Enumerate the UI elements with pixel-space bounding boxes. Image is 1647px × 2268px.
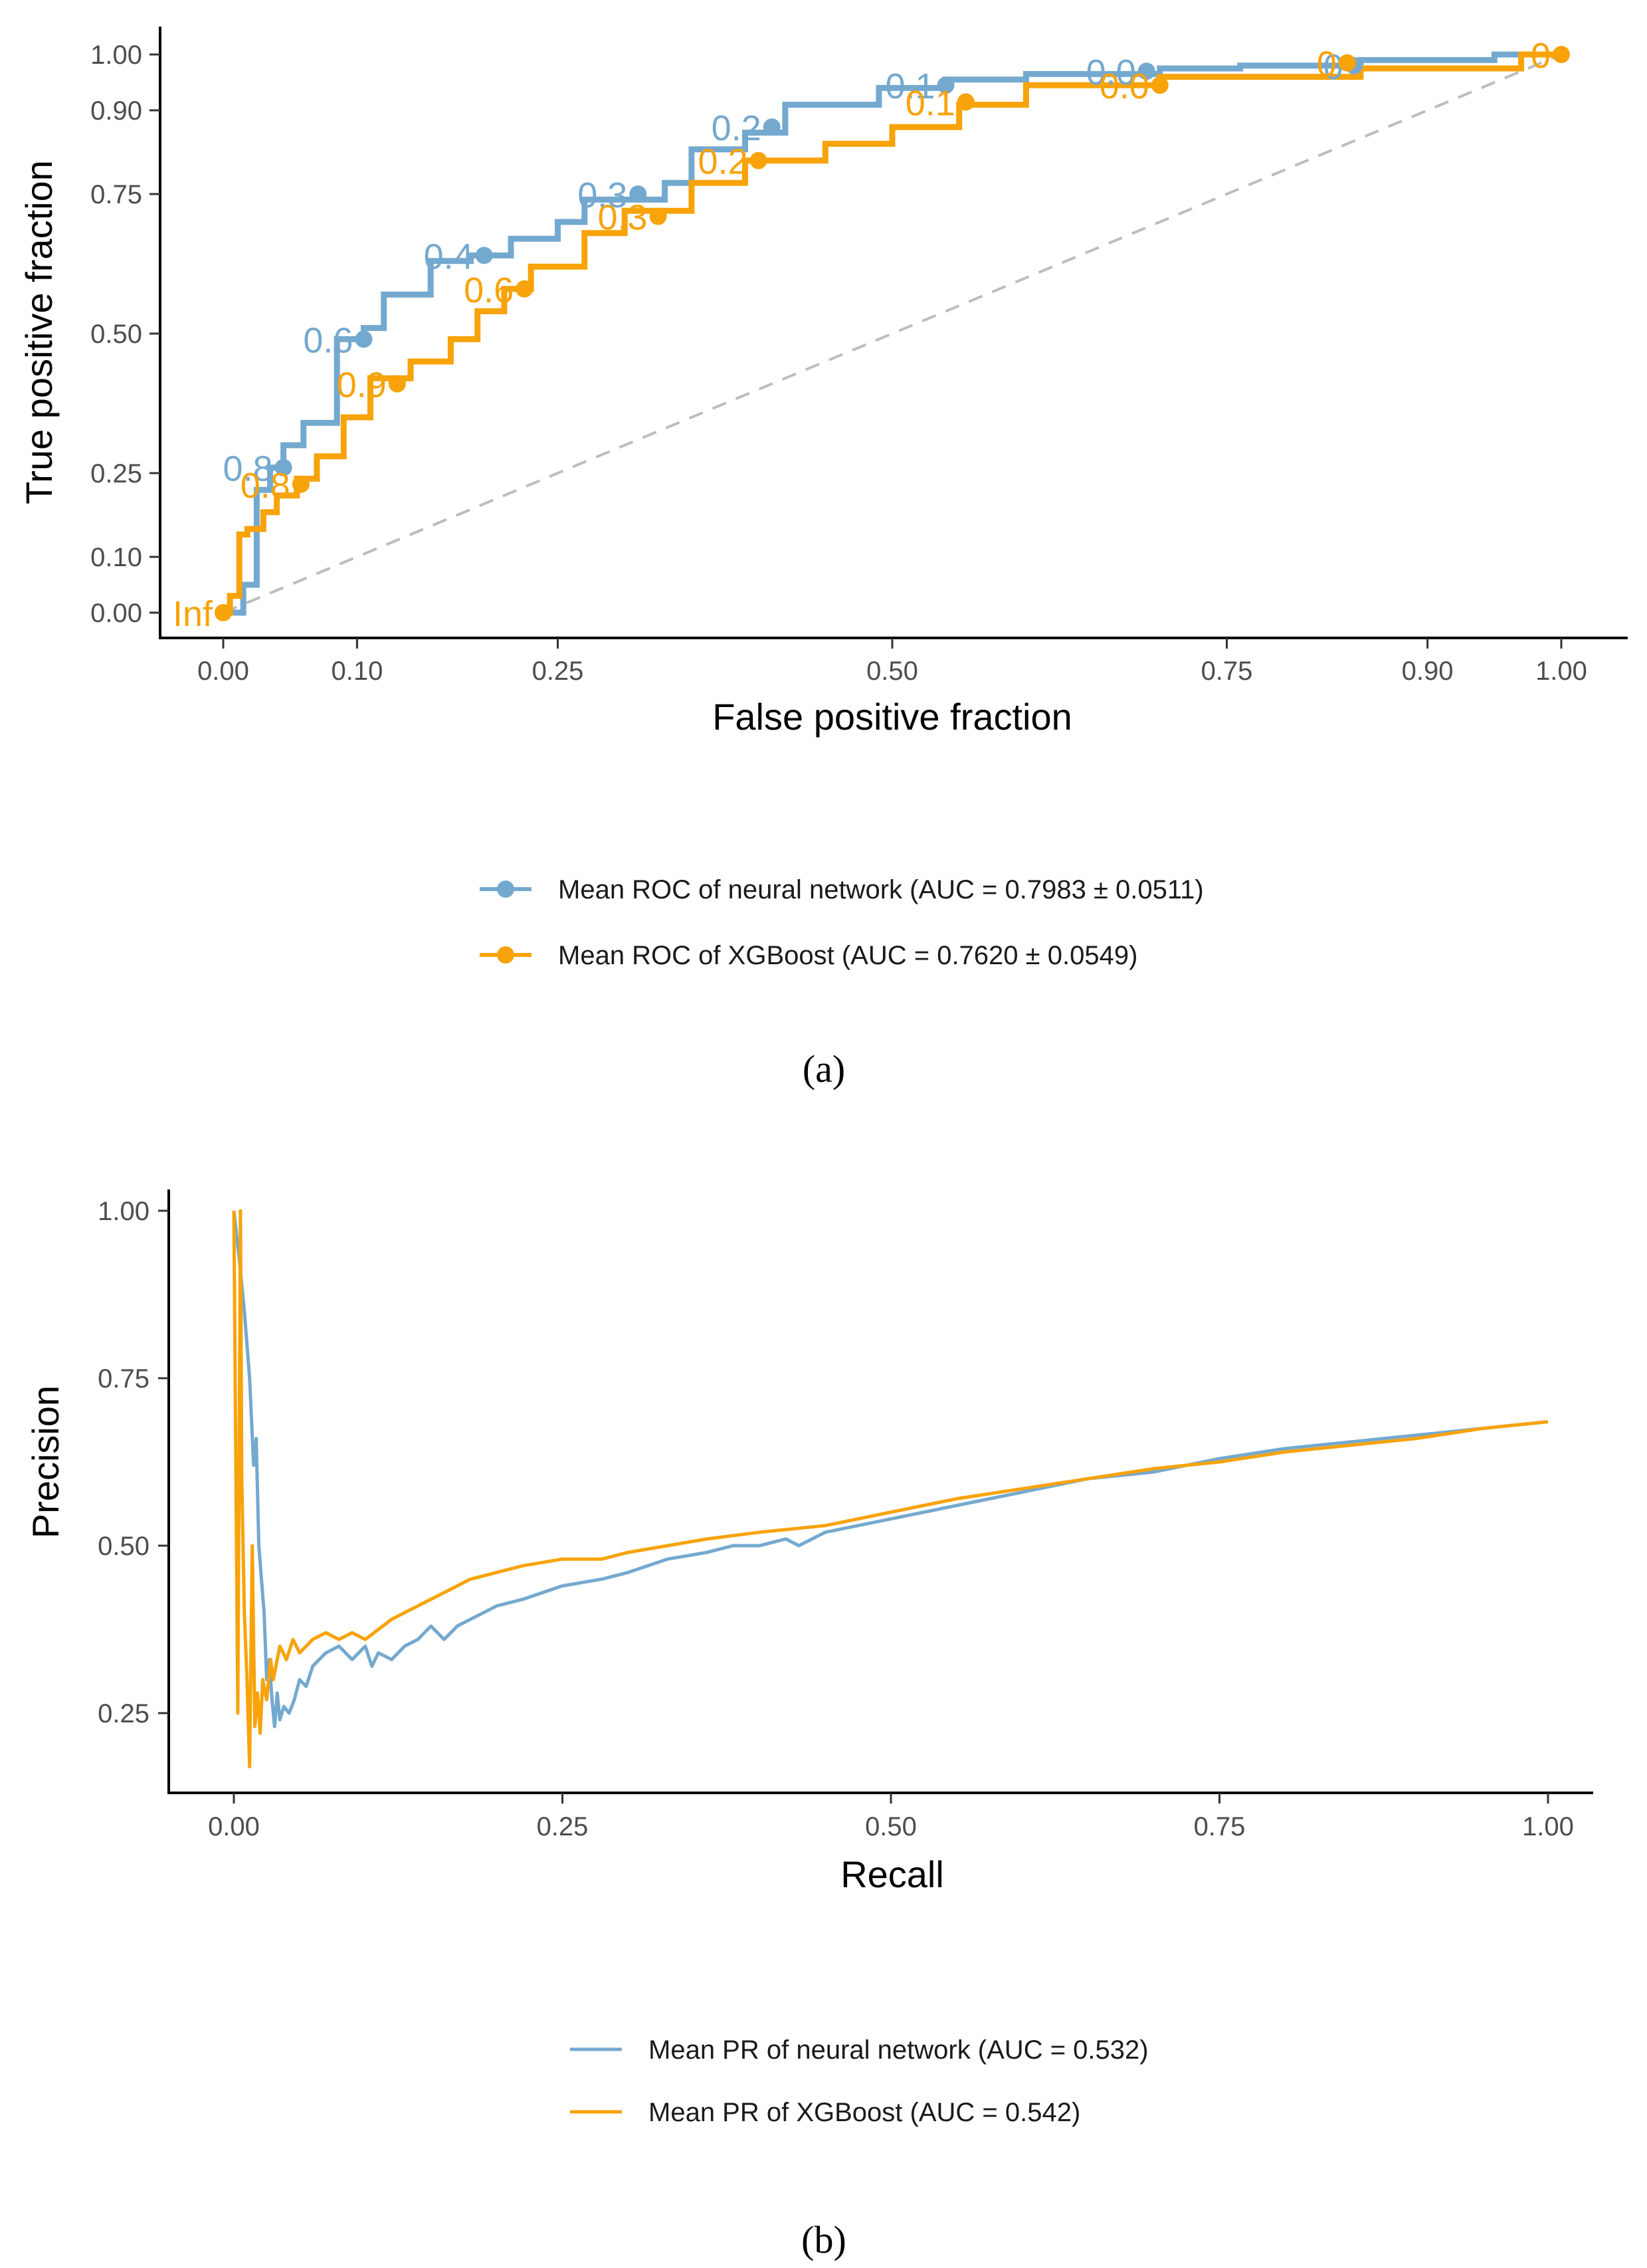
roc-x-tick-label: 0.25 xyxy=(532,657,584,686)
roc-legend-nn-label: Mean ROC of neural network (AUC = 0.7983… xyxy=(558,875,1204,904)
roc-threshold-label-nn: 0.4 xyxy=(424,237,474,276)
roc-threshold-label-xgb: 0 xyxy=(1317,45,1337,84)
panel-label-b: (b) xyxy=(801,2218,846,2261)
roc-x-axis-title: False positive fraction xyxy=(712,696,1072,738)
roc-y-tick-label: 0.10 xyxy=(90,543,142,572)
roc-threshold-point-xgb xyxy=(388,375,406,393)
roc-threshold-label-xgb: 0.0 xyxy=(1100,66,1149,106)
roc-threshold-point-nn xyxy=(355,330,373,348)
roc-threshold-point-nn xyxy=(274,459,292,476)
roc-threshold-point-xgb xyxy=(215,604,232,621)
pr-curve-nn xyxy=(232,1210,1549,1728)
roc-threshold-point-nn xyxy=(629,185,647,203)
roc-threshold-point-xgb xyxy=(292,475,310,493)
roc-threshold-point-xgb xyxy=(1553,46,1570,63)
roc-threshold-label-nn: 0.2 xyxy=(712,108,761,148)
pr-x-tick-label: 1.00 xyxy=(1522,1812,1574,1841)
roc-x-tick-label: 0.50 xyxy=(866,657,918,686)
roc-threshold-label-xgb: 0.3 xyxy=(597,198,647,238)
roc-threshold-label-nn: 0.8 xyxy=(223,449,273,489)
roc-y-tick-label: 0.50 xyxy=(90,320,142,349)
roc-legend-xgb-marker xyxy=(497,946,514,964)
roc-y-tick-label: 0.90 xyxy=(90,96,142,126)
roc-threshold-point-nn xyxy=(937,76,955,94)
roc-y-tick-label: 0.00 xyxy=(90,599,142,628)
roc-threshold-point-nn xyxy=(763,118,781,136)
roc-threshold-point-nn xyxy=(1137,62,1155,80)
roc-threshold-label-xgb: 0.8 xyxy=(241,466,290,506)
roc-threshold-label-xgb: 0 xyxy=(1531,36,1551,76)
roc-x-tick-label: 0.90 xyxy=(1402,657,1454,686)
roc-x-tick-label: 0.00 xyxy=(197,657,249,686)
roc-x-tick-label: 0.75 xyxy=(1201,657,1253,686)
pr-x-axis-title: Recall xyxy=(840,1853,944,1895)
pr-chart: 0.00 0.25 0.50 0.75 1.00 0.25 0.50 0.75 1.00 Rec… xyxy=(25,1189,1593,2261)
roc-threshold-point-xgb xyxy=(1151,76,1169,94)
roc-threshold-label-xgb: 0.6 xyxy=(464,270,514,310)
roc-chart: 0.80.60.40.30.20.1 0.0 0Inf0.80.90.60.30.2… xyxy=(18,27,1628,1090)
pr-y-tick-label: 0.25 xyxy=(98,1699,149,1728)
roc-threshold-label-xgb: 0.1 xyxy=(906,83,955,123)
roc-threshold-label-xgb: 0.9 xyxy=(337,365,387,405)
roc-threshold-point-xgb xyxy=(957,93,975,111)
roc-threshold-point-xgb xyxy=(516,280,533,298)
pr-legend: Mean PR of neural network (AUC = 0.532) … xyxy=(570,2035,1149,2127)
roc-y-tick-label: 1.00 xyxy=(90,41,142,70)
roc-threshold-point-xgb xyxy=(749,152,767,169)
roc-diagonal-reference xyxy=(223,53,1562,614)
roc-y-tick-label: 0.25 xyxy=(90,459,142,488)
pr-legend-nn-label: Mean PR of neural network (AUC = 0.532) xyxy=(648,2035,1149,2065)
roc-y-axis-title: True positive fraction xyxy=(18,160,60,504)
pr-y-axis-title: Precision xyxy=(25,1386,66,1538)
pr-y-tick-label: 1.00 xyxy=(98,1197,149,1226)
roc-threshold-label-xgb: 0.2 xyxy=(698,142,748,182)
roc-threshold-label-nn: 0.6 xyxy=(303,320,353,360)
roc-threshold-label-xgb: Inf xyxy=(173,594,213,634)
roc-x-tick-label: 1.00 xyxy=(1535,657,1587,686)
roc-legend-xgb-label: Mean ROC of XGBoost (AUC = 0.7620 ± 0.05… xyxy=(558,941,1137,970)
pr-x-tick-label: 0.50 xyxy=(865,1812,917,1841)
pr-x-tick-label: 0.00 xyxy=(208,1812,260,1841)
roc-y-tick-label: 0.75 xyxy=(90,180,142,209)
pr-x-tick-label: 0.25 xyxy=(537,1812,589,1841)
pr-curve-xgb xyxy=(232,1209,1549,1769)
roc-legend: Mean ROC of neural network (AUC = 0.7983… xyxy=(480,875,1204,970)
pr-y-tick-label: 0.50 xyxy=(98,1532,149,1561)
roc-threshold-label-nn: 0.1 xyxy=(885,66,935,106)
roc-threshold-label-nn: 0.3 xyxy=(577,175,627,215)
roc-x-tick-label: 0.10 xyxy=(331,657,383,686)
roc-curve-xgb xyxy=(223,51,1561,616)
roc-threshold-point-xgb xyxy=(1338,54,1356,72)
roc-legend-nn-marker xyxy=(497,880,514,898)
roc-threshold-point-xgb xyxy=(649,207,667,225)
roc-threshold-point-nn xyxy=(475,247,493,264)
roc-curve-nn xyxy=(223,51,1561,616)
pr-legend-xgb-label: Mean PR of XGBoost (AUC = 0.542) xyxy=(648,2098,1080,2127)
panel-label-a: (a) xyxy=(803,1047,845,1090)
pr-x-tick-label: 0.75 xyxy=(1194,1812,1246,1841)
roc-threshold-label-nn: 0.0 xyxy=(1086,52,1136,92)
pr-y-tick-label: 0.75 xyxy=(98,1364,149,1393)
